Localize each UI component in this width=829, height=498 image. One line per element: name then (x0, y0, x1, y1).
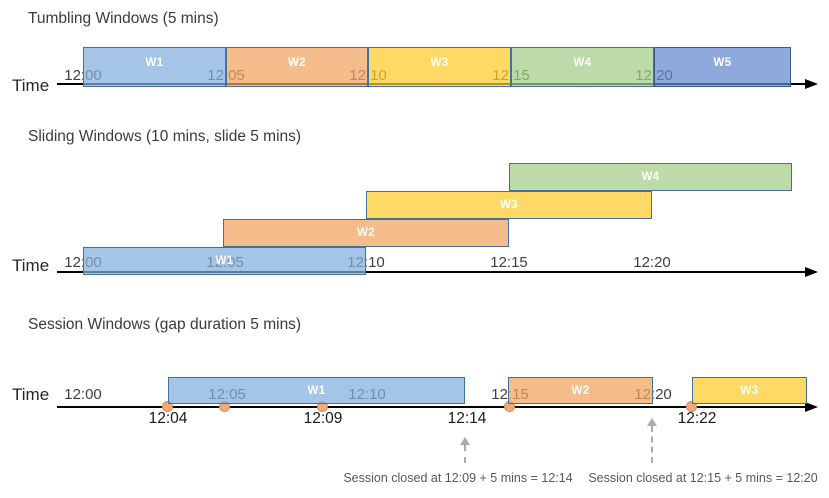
window-label: W1 (215, 255, 234, 267)
time-axis-label-sliding: Time (12, 256, 50, 275)
diagram-title-sliding: Sliding Windows (10 mins, slide 5 mins) (28, 128, 302, 145)
window-box-w2: W2 (226, 47, 368, 87)
event-time-label: 12:22 (677, 410, 717, 427)
arrow-dashed-line (651, 426, 653, 463)
time-axis-session (57, 406, 806, 408)
window-box-w1: W1 (83, 47, 226, 87)
time-axis-label-session: Time (12, 385, 50, 404)
window-box-w2: W2 (508, 377, 653, 404)
time-axis-label-tumbling: Time (12, 76, 50, 95)
window-label: W4 (573, 56, 592, 69)
axis-arrowhead-icon (805, 402, 818, 412)
event-dot (686, 401, 697, 412)
tick-label: 12:00 (64, 386, 102, 403)
window-box-w4: W4 (509, 163, 792, 191)
window-box-w2: W2 (223, 219, 509, 247)
event-dot (162, 401, 173, 412)
arrow-head-icon (460, 437, 470, 445)
event-time-label: 12:14 (447, 410, 487, 427)
window-box-w1: W1 (168, 377, 465, 404)
session-close-arrow-icon (460, 437, 470, 463)
axis-arrowhead-icon (805, 79, 818, 89)
event-time-label: 12:04 (148, 410, 188, 427)
time-axis-sliding (57, 271, 806, 273)
session-close-annotation: Session closed at 12:15 + 5 mins = 12:20 (588, 471, 818, 485)
session-close-annotation: Session closed at 12:09 + 5 mins = 12:14 (343, 471, 573, 485)
window-label: W4 (641, 171, 660, 183)
window-box-w4: W4 (511, 47, 654, 87)
window-label: W2 (571, 384, 590, 397)
diagram-title-tumbling: Tumbling Windows (5 mins) (28, 10, 219, 27)
window-label: W2 (287, 56, 307, 69)
window-label: W1 (145, 56, 164, 69)
window-label: W3 (499, 199, 519, 211)
window-label: W2 (356, 227, 376, 239)
session-close-arrow-icon (647, 418, 657, 463)
window-label: W1 (307, 384, 326, 397)
window-box-w3: W3 (692, 377, 807, 404)
window-box-w3: W3 (368, 47, 511, 87)
window-box-w1: W1 (83, 247, 366, 275)
window-label: W3 (740, 384, 759, 397)
tick-label: 12:20 (633, 254, 671, 271)
arrow-head-icon (647, 418, 657, 426)
axis-arrowhead-icon (805, 267, 818, 277)
event-time-label: 12:09 (303, 410, 343, 427)
arrow-dashed-line (464, 445, 466, 463)
window-label: W3 (430, 56, 449, 69)
window-box-w3: W3 (366, 191, 652, 219)
window-label: W5 (713, 56, 732, 69)
diagram-title-session: Session Windows (gap duration 5 mins) (28, 316, 302, 333)
window-box-w5: W5 (654, 47, 791, 87)
tick-label: 12:15 (490, 254, 528, 271)
